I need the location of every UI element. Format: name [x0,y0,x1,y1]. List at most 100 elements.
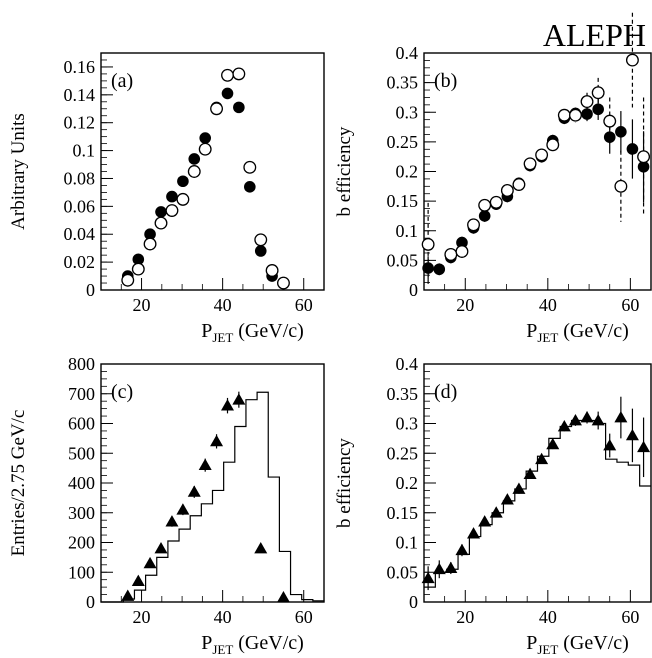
x-tick-label: 60 [621,295,639,315]
data-point [546,138,560,152]
y-tick-label: 0.1 [73,141,96,161]
data-point [478,210,491,222]
data-point [500,493,514,505]
data-point [478,198,492,212]
y-tick-label: 0.06 [64,196,96,216]
x-axis-label: PJET (GeV/c) [201,320,304,345]
y-tick-label: 700 [68,384,95,404]
y-tick-label: 800 [68,354,95,374]
y-tick-label: 0.08 [64,168,96,188]
data-point [456,236,468,249]
y-axis-label: b efficiency [334,126,355,216]
panel-3: 0 0.05 0.1 0.15 0.2 0.25 0.3 0.35 0.4 20 40 60 PJET … [334,354,652,657]
y-tick-label: 0.4 [396,43,419,63]
x-label-unit: (GeV/c) [233,320,304,342]
data-point [592,103,604,116]
data-point [276,591,290,603]
y-tick-label: 0.12 [64,113,96,133]
data-point [254,233,268,247]
data-point [626,143,639,155]
data-point [187,485,201,497]
data-point [198,458,212,471]
series-1 [121,67,290,290]
y-tick-label: 0.4 [396,354,419,374]
data-point [165,204,179,217]
y-tick-label: 400 [68,473,95,493]
y-tick-label: 0.2 [396,162,419,182]
x-label-unit: (GeV/c) [233,632,304,654]
series-0 [421,396,651,591]
y-tick-label: 0.05 [387,562,419,582]
y-tick-label: 0 [86,280,95,300]
data-point [500,184,514,197]
data-point [210,102,224,116]
data-point [176,192,190,206]
data-point [535,452,549,465]
data-point [155,206,167,218]
y-axis-label: b efficiency [334,438,355,528]
data-point [243,160,257,174]
data-point [121,589,135,601]
data-point [568,414,582,426]
histogram-steps [101,391,325,603]
data-point [581,108,593,120]
y-tick-label: 0.35 [387,384,419,404]
y-tick-label: 0.3 [396,414,419,434]
data-point [154,541,168,554]
data-point [603,439,617,451]
data-point [625,53,639,67]
y-tick-label: 500 [68,443,95,463]
y-tick-label: 0.05 [387,250,419,270]
x-axis-label: PJET (GeV/c) [526,320,629,345]
data-point [432,562,446,575]
data-point [244,181,256,193]
y-tick-label: 0 [86,592,95,612]
data-point [121,273,135,287]
data-point [546,437,560,450]
data-point [199,132,212,144]
x-tick-label: 60 [295,607,313,627]
panel-label: (c) [111,381,133,403]
y-tick-label: 0.02 [64,252,96,272]
data-point [591,414,605,426]
data-point [455,245,469,258]
data-point [523,467,537,479]
x-label-unit: (GeV/c) [558,632,629,654]
x-label-sub: JET [212,330,233,345]
data-point [176,503,190,515]
data-point [637,150,651,164]
data-point [637,160,650,173]
y-tick-label: 0 [409,280,418,300]
data-point [233,101,245,114]
data-point [221,68,234,82]
y-tick-label: 0.25 [387,443,419,463]
data-point [444,561,458,573]
data-point [210,434,224,447]
series-0 [121,87,278,282]
data-point [614,411,628,423]
data-point [591,86,605,100]
data-point [177,175,189,188]
plot-frame [100,52,325,291]
data-point [557,419,571,432]
y-tick-label: 0.16 [64,57,96,77]
experiment-label: ALEPH [543,17,646,53]
data-point [221,399,235,411]
x-label-main: P [526,632,537,654]
data-point [615,126,627,138]
data-point [580,95,594,109]
data-point [467,218,480,232]
x-axis-label: PJET (GeV/c) [201,632,304,657]
x-label-sub: JET [537,330,558,345]
data-point [166,190,178,203]
y-tick-label: 200 [68,533,95,553]
histogram-steps [424,419,651,588]
y-tick-label: 0.14 [64,85,96,105]
y-tick-label: 600 [68,414,95,434]
x-tick-label: 20 [133,607,151,627]
data-point [144,228,156,241]
data-point [614,179,628,193]
x-tick-label: 20 [456,607,474,627]
data-point [165,515,179,527]
